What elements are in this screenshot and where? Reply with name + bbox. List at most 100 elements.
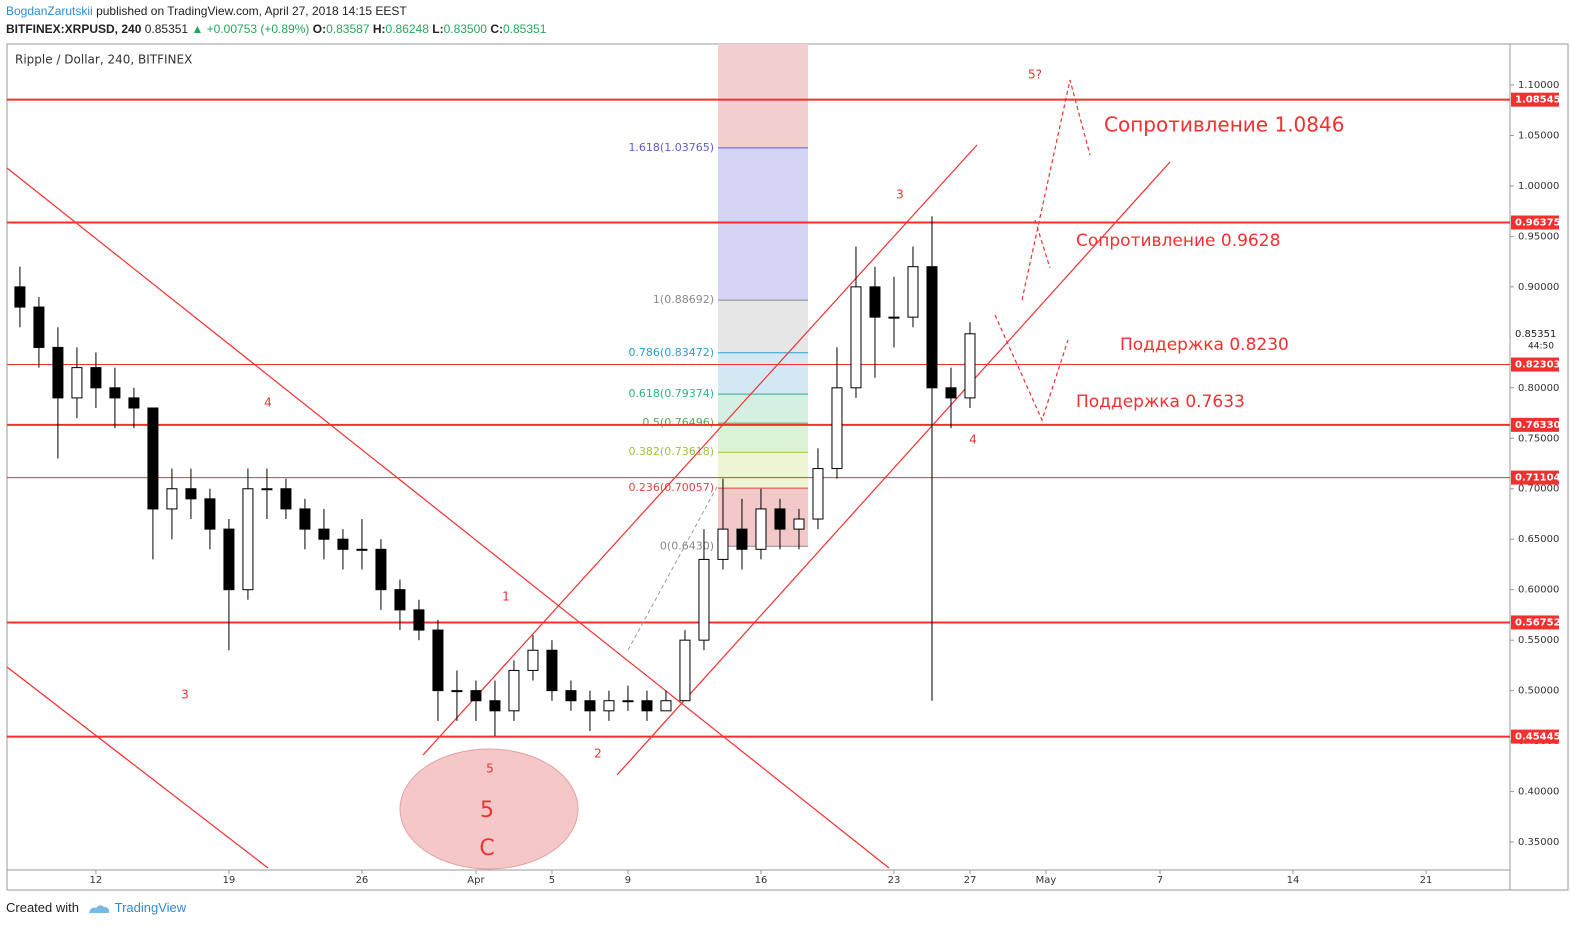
x-tick-label: 12: [90, 875, 103, 886]
candle-body: [432, 629, 444, 692]
x-tick-label: 14: [1287, 875, 1300, 886]
x-tick-label: 27: [964, 875, 977, 886]
fib-zone: [718, 394, 808, 424]
candle-body: [812, 468, 824, 520]
chart-title: Ripple / Dollar, 240, BITFINEX: [15, 53, 192, 67]
last-price-label: 0.85351: [1515, 329, 1556, 340]
author[interactable]: BogdanZarutskii: [6, 4, 93, 18]
candle-body: [33, 306, 45, 348]
downtrend: [6, 167, 890, 869]
last: 0.85351: [144, 22, 189, 36]
candle-body: [451, 690, 463, 693]
x-tick-label: 21: [1420, 875, 1433, 886]
candle-body: [546, 649, 558, 692]
time-axis: [6, 869, 1511, 891]
change: ▲ +0.00753 (+0.89%): [191, 22, 310, 36]
x-tick-label: May: [1036, 875, 1057, 886]
candle-body: [318, 528, 330, 540]
c-label: C:: [490, 22, 503, 36]
candle-body: [660, 700, 672, 712]
candle-body: [375, 548, 387, 591]
candle-body: [527, 649, 539, 671]
projection: [1034, 219, 1051, 269]
support-note: Поддержка 0.8230: [1120, 335, 1289, 355]
level-tag-label: 0.45445: [1515, 732, 1561, 743]
fib-zone: [718, 44, 808, 148]
y-tick-label: 1.00000: [1518, 181, 1559, 192]
h-value: 0.86248: [385, 22, 429, 36]
fib-trend: [627, 484, 719, 651]
wave-label-big: 5: [480, 798, 494, 823]
y-tick-label: 0.75000: [1518, 433, 1559, 444]
projection: [1021, 79, 1091, 301]
level-tag: [1511, 417, 1559, 432]
y-tick-label: 0.65000: [1518, 534, 1559, 545]
c-value: 0.85351: [502, 22, 547, 36]
last-price-tag: [1511, 325, 1561, 352]
y-tick-label: 0.55000: [1518, 635, 1559, 646]
support-note: Поддержка 0.7633: [1076, 392, 1245, 412]
created: Created with: [6, 900, 79, 915]
published: published on TradingView.com, April 27, …: [96, 4, 407, 18]
fib-label: 0.236(0.70057): [628, 481, 714, 494]
candle-body: [109, 387, 121, 399]
candle-body: [299, 508, 311, 530]
candle-body: [679, 639, 691, 702]
x-tick-label: 26: [356, 875, 369, 886]
candle-body: [717, 528, 729, 560]
y-tick-label: 1.10000: [1518, 80, 1559, 91]
level-tag: [1511, 615, 1559, 630]
candle-body: [128, 397, 140, 409]
fib-label: 0(0.6430): [660, 539, 714, 552]
candle-body: [622, 700, 634, 703]
candle-body: [831, 387, 843, 470]
logo-cloud: [88, 904, 109, 913]
symbol: BITFINEX:XRPUSD, 240: [6, 22, 142, 36]
wave-label: 3: [181, 688, 189, 702]
candle-body: [470, 690, 482, 702]
candle-body: [223, 528, 235, 591]
fib-label: 0.786(0.83472): [628, 346, 714, 359]
header-line-1: BogdanZarutskii published on TradingView…: [6, 4, 407, 18]
wave-ellipse: [399, 748, 579, 870]
candle-body: [869, 286, 881, 318]
x-tick-label: 23: [888, 875, 901, 886]
wave-label: 4: [264, 396, 272, 410]
fib-label: 0.5(0.76496): [642, 416, 714, 429]
wave-label: 3: [896, 188, 904, 202]
y-tick-label: 0.40000: [1518, 787, 1559, 798]
footer: Created with TradingView: [6, 900, 186, 915]
y-tick-label: 0.95000: [1518, 231, 1559, 242]
fib-zone: [718, 147, 808, 301]
candle-body: [755, 508, 767, 550]
y-tick-label: 0.35000: [1518, 837, 1559, 848]
h-label: H:: [372, 22, 386, 36]
candle-body: [793, 518, 805, 530]
fib-label: 1.618(1.03765): [628, 141, 714, 154]
l-label: L:: [432, 22, 444, 36]
candle-body: [242, 488, 254, 591]
level-tag: [1511, 470, 1559, 485]
level-tag: [1511, 729, 1559, 744]
resistance-note: Сопротивление 0.9628: [1076, 231, 1280, 251]
y-tick-label: 1.05000: [1518, 130, 1559, 141]
o-value: 0.83587: [326, 22, 370, 36]
level-tag-label: 0.76330: [1515, 420, 1561, 431]
candle-body: [641, 700, 653, 712]
brand[interactable]: TradingView: [114, 900, 187, 915]
o-label: O:: [312, 22, 327, 36]
candle-body: [584, 700, 596, 712]
candle-body: [394, 589, 406, 611]
candle-body: [166, 488, 178, 510]
fib-zone: [718, 300, 808, 353]
x-tick-label: Apr: [467, 875, 485, 886]
candle-body: [888, 316, 900, 319]
candle-body: [907, 266, 919, 318]
wave-label-big: C: [479, 836, 494, 861]
candle-body: [926, 266, 938, 389]
chart: 1.618(1.03765) 1(0.88692) 0.786(0.83472) 0.…: [6, 43, 1569, 891]
fib-label: 0.618(0.79374): [628, 387, 714, 400]
x-tick-label: 7: [1157, 875, 1163, 886]
candle-body: [964, 333, 976, 399]
